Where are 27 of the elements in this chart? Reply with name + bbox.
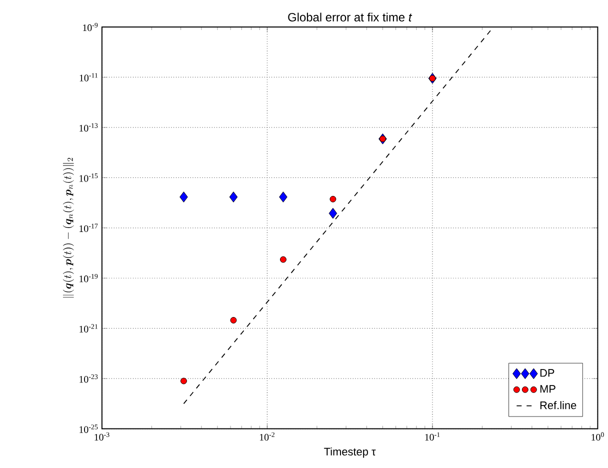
point — [280, 256, 286, 263]
point — [180, 378, 187, 384]
y-tick-label: 10$^{-15}$ — [80, 174, 98, 182]
legend-label: MP — [540, 385, 556, 393]
point — [279, 192, 288, 203]
x-axis-title: Timestep τ — [324, 448, 376, 458]
point — [330, 196, 336, 202]
y-tick-label: 10$^{-21}$ — [80, 324, 98, 333]
point — [230, 317, 237, 324]
y-tick-label: 10$^{-25}$ — [80, 424, 98, 434]
chart-title: Global error at fix time t — [288, 12, 412, 22]
y-tick-label: 10$^{-13}$ — [80, 123, 98, 132]
point — [328, 208, 338, 219]
point — [229, 192, 238, 203]
legend-label: DP — [540, 369, 554, 377]
y-tick-label: 10$^{-17}$ — [80, 224, 98, 232]
legend-label: Ref.line — [540, 401, 576, 410]
point — [180, 192, 188, 203]
x-tick-label: 10$^{0}$ — [592, 432, 604, 441]
x-tick-label: 10$^{-3}$ — [94, 432, 110, 441]
y-tick-label: 10$^{-11}$ — [80, 73, 98, 82]
y-tick-label: 10$^{-9}$ — [83, 22, 98, 32]
y-axis-title: $\|(\bm{q}(t),\bm{p}(t))-(\bm{q}_n(t),\bm{p}_n(t))\|_2$ — [62, 158, 74, 298]
x-tick-label: 10$^{-2}$ — [260, 432, 274, 441]
y-tick-label: 10$^{-23}$ — [80, 374, 98, 383]
y-tick-label: 10$^{-19}$ — [80, 274, 98, 282]
x-tick-label: 10$^{-1}$ — [425, 432, 440, 441]
